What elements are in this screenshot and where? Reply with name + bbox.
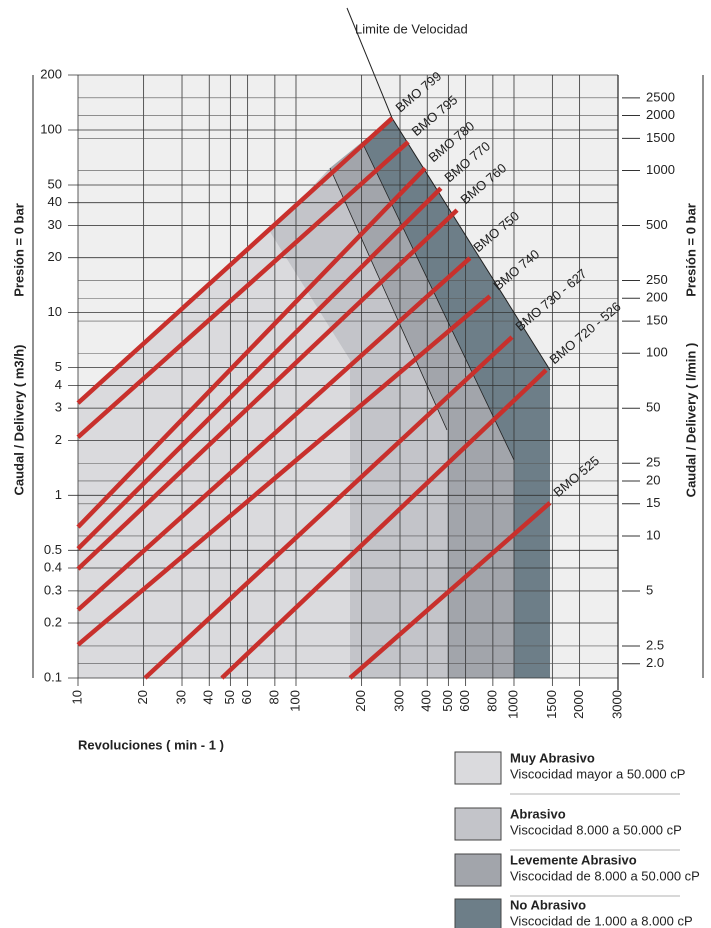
x-tick-label: 40 <box>201 690 216 704</box>
y2-tick-label: 150 <box>646 313 668 328</box>
region <box>330 142 514 678</box>
series-line <box>76 140 410 439</box>
legend-title: Levemente Abrasivo <box>510 852 637 867</box>
x-tick-label: 800 <box>484 690 499 712</box>
boundary-line <box>361 141 515 461</box>
y2-tick-label: 2000 <box>646 107 675 122</box>
y2-tick-label: 25 <box>646 455 660 470</box>
series-line <box>76 294 492 647</box>
y-tick-label: 0.4 <box>44 559 62 574</box>
x-tick-label: 500 <box>440 690 455 712</box>
legend-title: Muy Abrasivo <box>510 750 595 765</box>
legend-description: Viscocidad 8.000 a 50.000 cP <box>510 822 682 837</box>
y2-tick-label: 100 <box>646 345 668 360</box>
legend-swatch <box>454 898 502 928</box>
y-tick-label: 10 <box>48 304 62 319</box>
series-group <box>76 116 552 680</box>
y-tick-label: 1 <box>55 487 62 502</box>
y2-tick-label: 2.5 <box>646 637 664 652</box>
y2-tick-label: 250 <box>646 272 668 287</box>
speed-limit-line <box>346 7 551 371</box>
x-tick-label: 2000 <box>571 690 586 719</box>
y-tick-label: 0.3 <box>44 582 62 597</box>
series-line <box>143 335 514 680</box>
y-tick-label: 0.5 <box>44 542 62 557</box>
y2-axis-label: Caudal / Delivery ( l/min ) <box>683 343 698 498</box>
legend-swatch <box>454 807 502 841</box>
y-tick-label: 20 <box>48 249 62 264</box>
x-tick-label: 600 <box>457 690 472 712</box>
x-tick-label: 300 <box>391 690 406 712</box>
y-tick-label: 0.2 <box>44 614 62 629</box>
y2-tick-label: 5 <box>646 582 653 597</box>
annotation: Limite de Velocidad <box>355 21 468 36</box>
x-tick-label: 400 <box>419 690 434 712</box>
x-tick-label: 80 <box>266 690 281 704</box>
series-line <box>76 256 472 612</box>
y2-tick-label: 200 <box>646 290 668 305</box>
region <box>362 118 550 678</box>
series-line <box>76 208 459 571</box>
y-tick-label: 50 <box>48 176 62 191</box>
y-tick-label: 0.1 <box>44 669 62 684</box>
y2-tick-label: 2500 <box>646 89 675 104</box>
legend-title: Abrasivo <box>510 806 566 821</box>
x-tick-label: 10 <box>69 690 84 704</box>
y2-tick-label: 500 <box>646 217 668 232</box>
x-tick-label: 50 <box>222 690 237 704</box>
x-axis-label: Revoluciones ( min - 1 ) <box>78 737 224 752</box>
y2-tick-label: 2.0 <box>646 655 664 670</box>
y2-tick-label: 15 <box>646 495 660 510</box>
x-tick-label: 20 <box>135 690 150 704</box>
series-line <box>348 501 552 680</box>
y-tick-label: 30 <box>48 217 62 232</box>
y2-tick-label: 1500 <box>646 130 675 145</box>
x-tick-label: 100 <box>287 690 302 712</box>
x-tick-label: 1000 <box>505 690 520 719</box>
x-tick-label: 3000 <box>609 690 624 719</box>
series-line <box>76 166 427 529</box>
y-tick-label: 100 <box>40 121 62 136</box>
legend-description: Viscocidad de 1.000 a 8.000 cP <box>510 913 693 928</box>
series-line <box>76 116 394 405</box>
series-line <box>76 186 443 551</box>
y-tick-label: 2 <box>55 432 62 447</box>
y2-tick-label: 20 <box>646 472 660 487</box>
legend-description: Viscocidad de 8.000 a 50.000 cP <box>510 868 700 883</box>
y-axis-label: Caudal / Delivery ( m3/h) <box>11 345 26 496</box>
series-line <box>220 368 548 680</box>
y-tick-label: 3 <box>55 400 62 415</box>
y2-tick-label: 1000 <box>646 162 675 177</box>
legend-description: Viscocidad mayor a 50.000 cP <box>510 766 685 781</box>
y2-axis-note: Presión = 0 bar <box>683 203 698 297</box>
x-tick-label: 200 <box>353 690 368 712</box>
y-tick-label: 4 <box>55 377 62 392</box>
legend-title: No Abrasivo <box>510 897 586 912</box>
boundary-line <box>329 167 448 431</box>
y2-tick-label: 50 <box>646 400 660 415</box>
legend-swatch <box>454 853 502 887</box>
x-tick-label: 1500 <box>544 690 559 719</box>
y-tick-label: 40 <box>48 194 62 209</box>
y-axis-note: Presión = 0 bar <box>11 203 26 297</box>
x-tick-label: 60 <box>239 690 254 704</box>
y2-tick-label: 10 <box>646 527 660 542</box>
legend-swatch <box>454 751 502 785</box>
x-tick-label: 30 <box>173 690 188 704</box>
y-tick-label: 5 <box>55 359 62 374</box>
y-tick-label: 200 <box>40 66 62 81</box>
